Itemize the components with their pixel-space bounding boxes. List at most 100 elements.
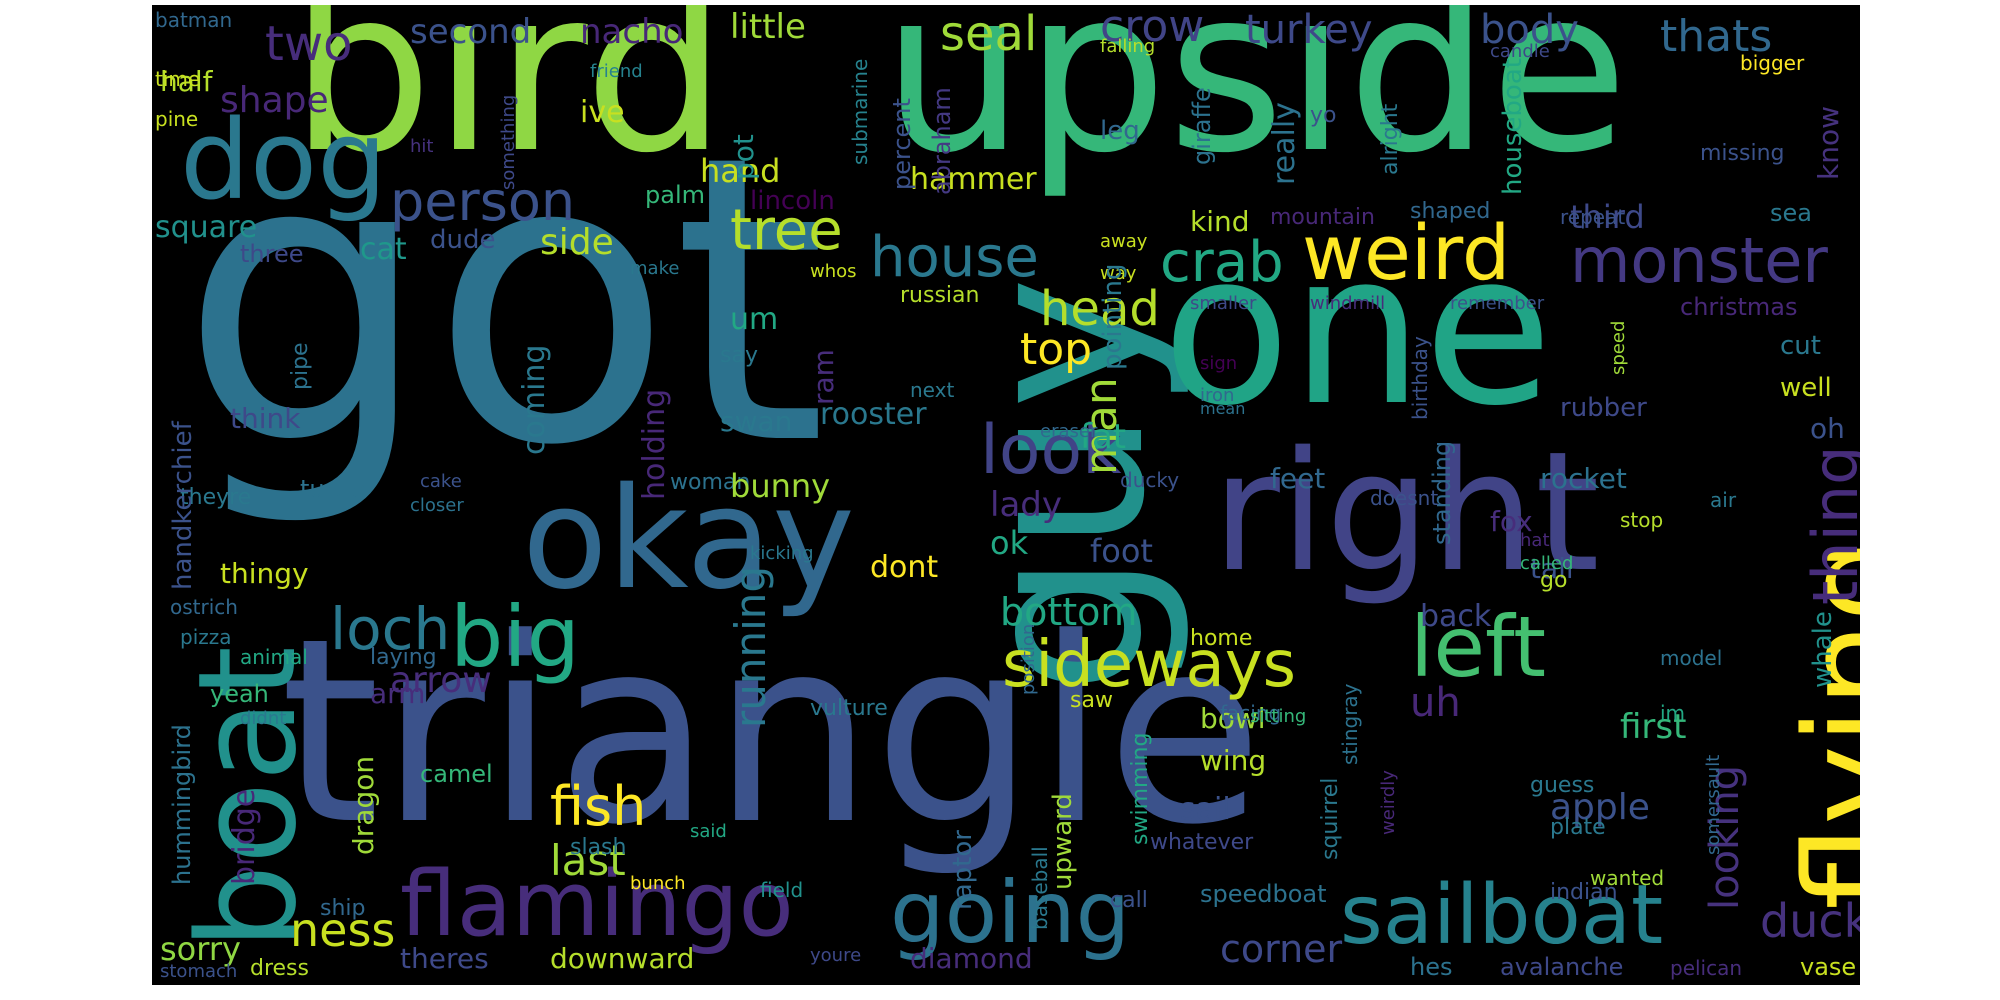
word: weird: [1302, 208, 1511, 297]
word: big: [450, 588, 580, 686]
word: houseboat: [1498, 58, 1528, 195]
word: ostrich: [170, 595, 238, 619]
word: remember: [1450, 293, 1545, 314]
word: camel: [420, 760, 493, 788]
word: whos: [810, 261, 857, 282]
word: pipe: [288, 342, 313, 390]
word: sign: [1200, 353, 1238, 374]
word: stomach: [160, 961, 238, 982]
word: dog: [180, 96, 387, 224]
word: stingray: [1338, 683, 1362, 765]
word: third: [1570, 198, 1645, 236]
word: two: [265, 16, 353, 72]
word: rubber: [1560, 393, 1647, 423]
word: first: [1620, 707, 1687, 747]
word: person: [390, 170, 576, 233]
word: giraffe: [1188, 87, 1216, 165]
word: yo: [1310, 103, 1337, 128]
word: body: [1480, 7, 1579, 53]
word: dude: [430, 225, 496, 255]
word: hand: [700, 152, 781, 190]
word: apple: [1550, 787, 1650, 828]
word: half: [160, 65, 213, 98]
word: sail: [1180, 792, 1231, 827]
word: well: [1780, 373, 1832, 403]
word: laying: [370, 645, 437, 670]
word: iron: [1200, 385, 1235, 406]
word: facing: [1220, 701, 1282, 725]
word: bottom: [1000, 590, 1138, 634]
word: air: [1710, 488, 1737, 512]
word: hes: [1410, 953, 1453, 981]
word: baseball: [1028, 846, 1052, 930]
word: back: [1420, 599, 1492, 634]
word: field: [760, 878, 804, 902]
word: swimming: [1128, 732, 1153, 845]
word: kind: [1190, 205, 1250, 238]
word: ship: [320, 896, 366, 921]
word: bunch: [630, 873, 686, 894]
word: arm: [370, 677, 426, 710]
word: wing: [1200, 744, 1267, 777]
word: avalanche: [1500, 953, 1624, 981]
word: indian: [1550, 880, 1618, 905]
word: rooster: [820, 397, 927, 432]
word: bridge: [227, 788, 262, 885]
word: monster: [1570, 224, 1828, 297]
word: closer: [410, 495, 464, 516]
word: animal: [240, 645, 308, 669]
word: ive: [580, 95, 625, 130]
word: palm: [645, 181, 705, 209]
word: three: [240, 240, 304, 268]
word: upside: [882, 5, 1629, 203]
word: missing: [1700, 141, 1785, 166]
word: handkerchief: [168, 421, 198, 590]
word: russian: [900, 283, 980, 308]
word: go: [1540, 568, 1568, 593]
word: shaped: [1410, 199, 1491, 224]
word: little: [730, 7, 806, 47]
word: called: [1520, 553, 1574, 574]
word: home: [1190, 626, 1253, 651]
word: sideways: [1002, 628, 1296, 702]
word: something: [498, 94, 519, 190]
word: percent: [888, 98, 916, 190]
word: doesnt: [1370, 486, 1439, 510]
word: pine: [155, 107, 199, 131]
word: yeah: [210, 680, 269, 708]
word: turtle: [300, 475, 366, 503]
word: dragon: [347, 755, 380, 855]
word: uh: [1410, 680, 1461, 726]
word: sailboat: [1340, 868, 1664, 963]
word: bowl: [1200, 702, 1266, 735]
word: got: [180, 72, 828, 532]
word: ness: [290, 903, 396, 957]
word: vulture: [810, 696, 888, 721]
word: shape: [220, 80, 329, 121]
word: said: [690, 821, 727, 842]
word: time: [155, 67, 201, 91]
word: way: [1100, 263, 1137, 284]
word: cat: [360, 232, 407, 267]
word: guess: [1530, 773, 1595, 798]
word: hammer: [910, 162, 1037, 197]
word: left: [1410, 598, 1547, 696]
word: tail: [1530, 552, 1574, 585]
word: leg: [1100, 116, 1140, 146]
word: okay: [522, 458, 855, 621]
word: top: [1020, 324, 1093, 375]
word: tree: [730, 198, 843, 263]
word: one: [1162, 207, 1553, 452]
word: going: [890, 863, 1131, 963]
word: oh: [1810, 412, 1845, 445]
word: stop: [1620, 508, 1664, 532]
word: thingy: [220, 557, 309, 590]
word: crab: [1160, 230, 1284, 295]
word: vase: [1800, 953, 1857, 981]
word: think: [230, 402, 301, 435]
word: running: [726, 565, 775, 728]
word: plate: [1550, 815, 1606, 840]
word: triangle: [280, 584, 1264, 881]
word: um: [730, 302, 779, 337]
word: feet: [1270, 462, 1326, 495]
